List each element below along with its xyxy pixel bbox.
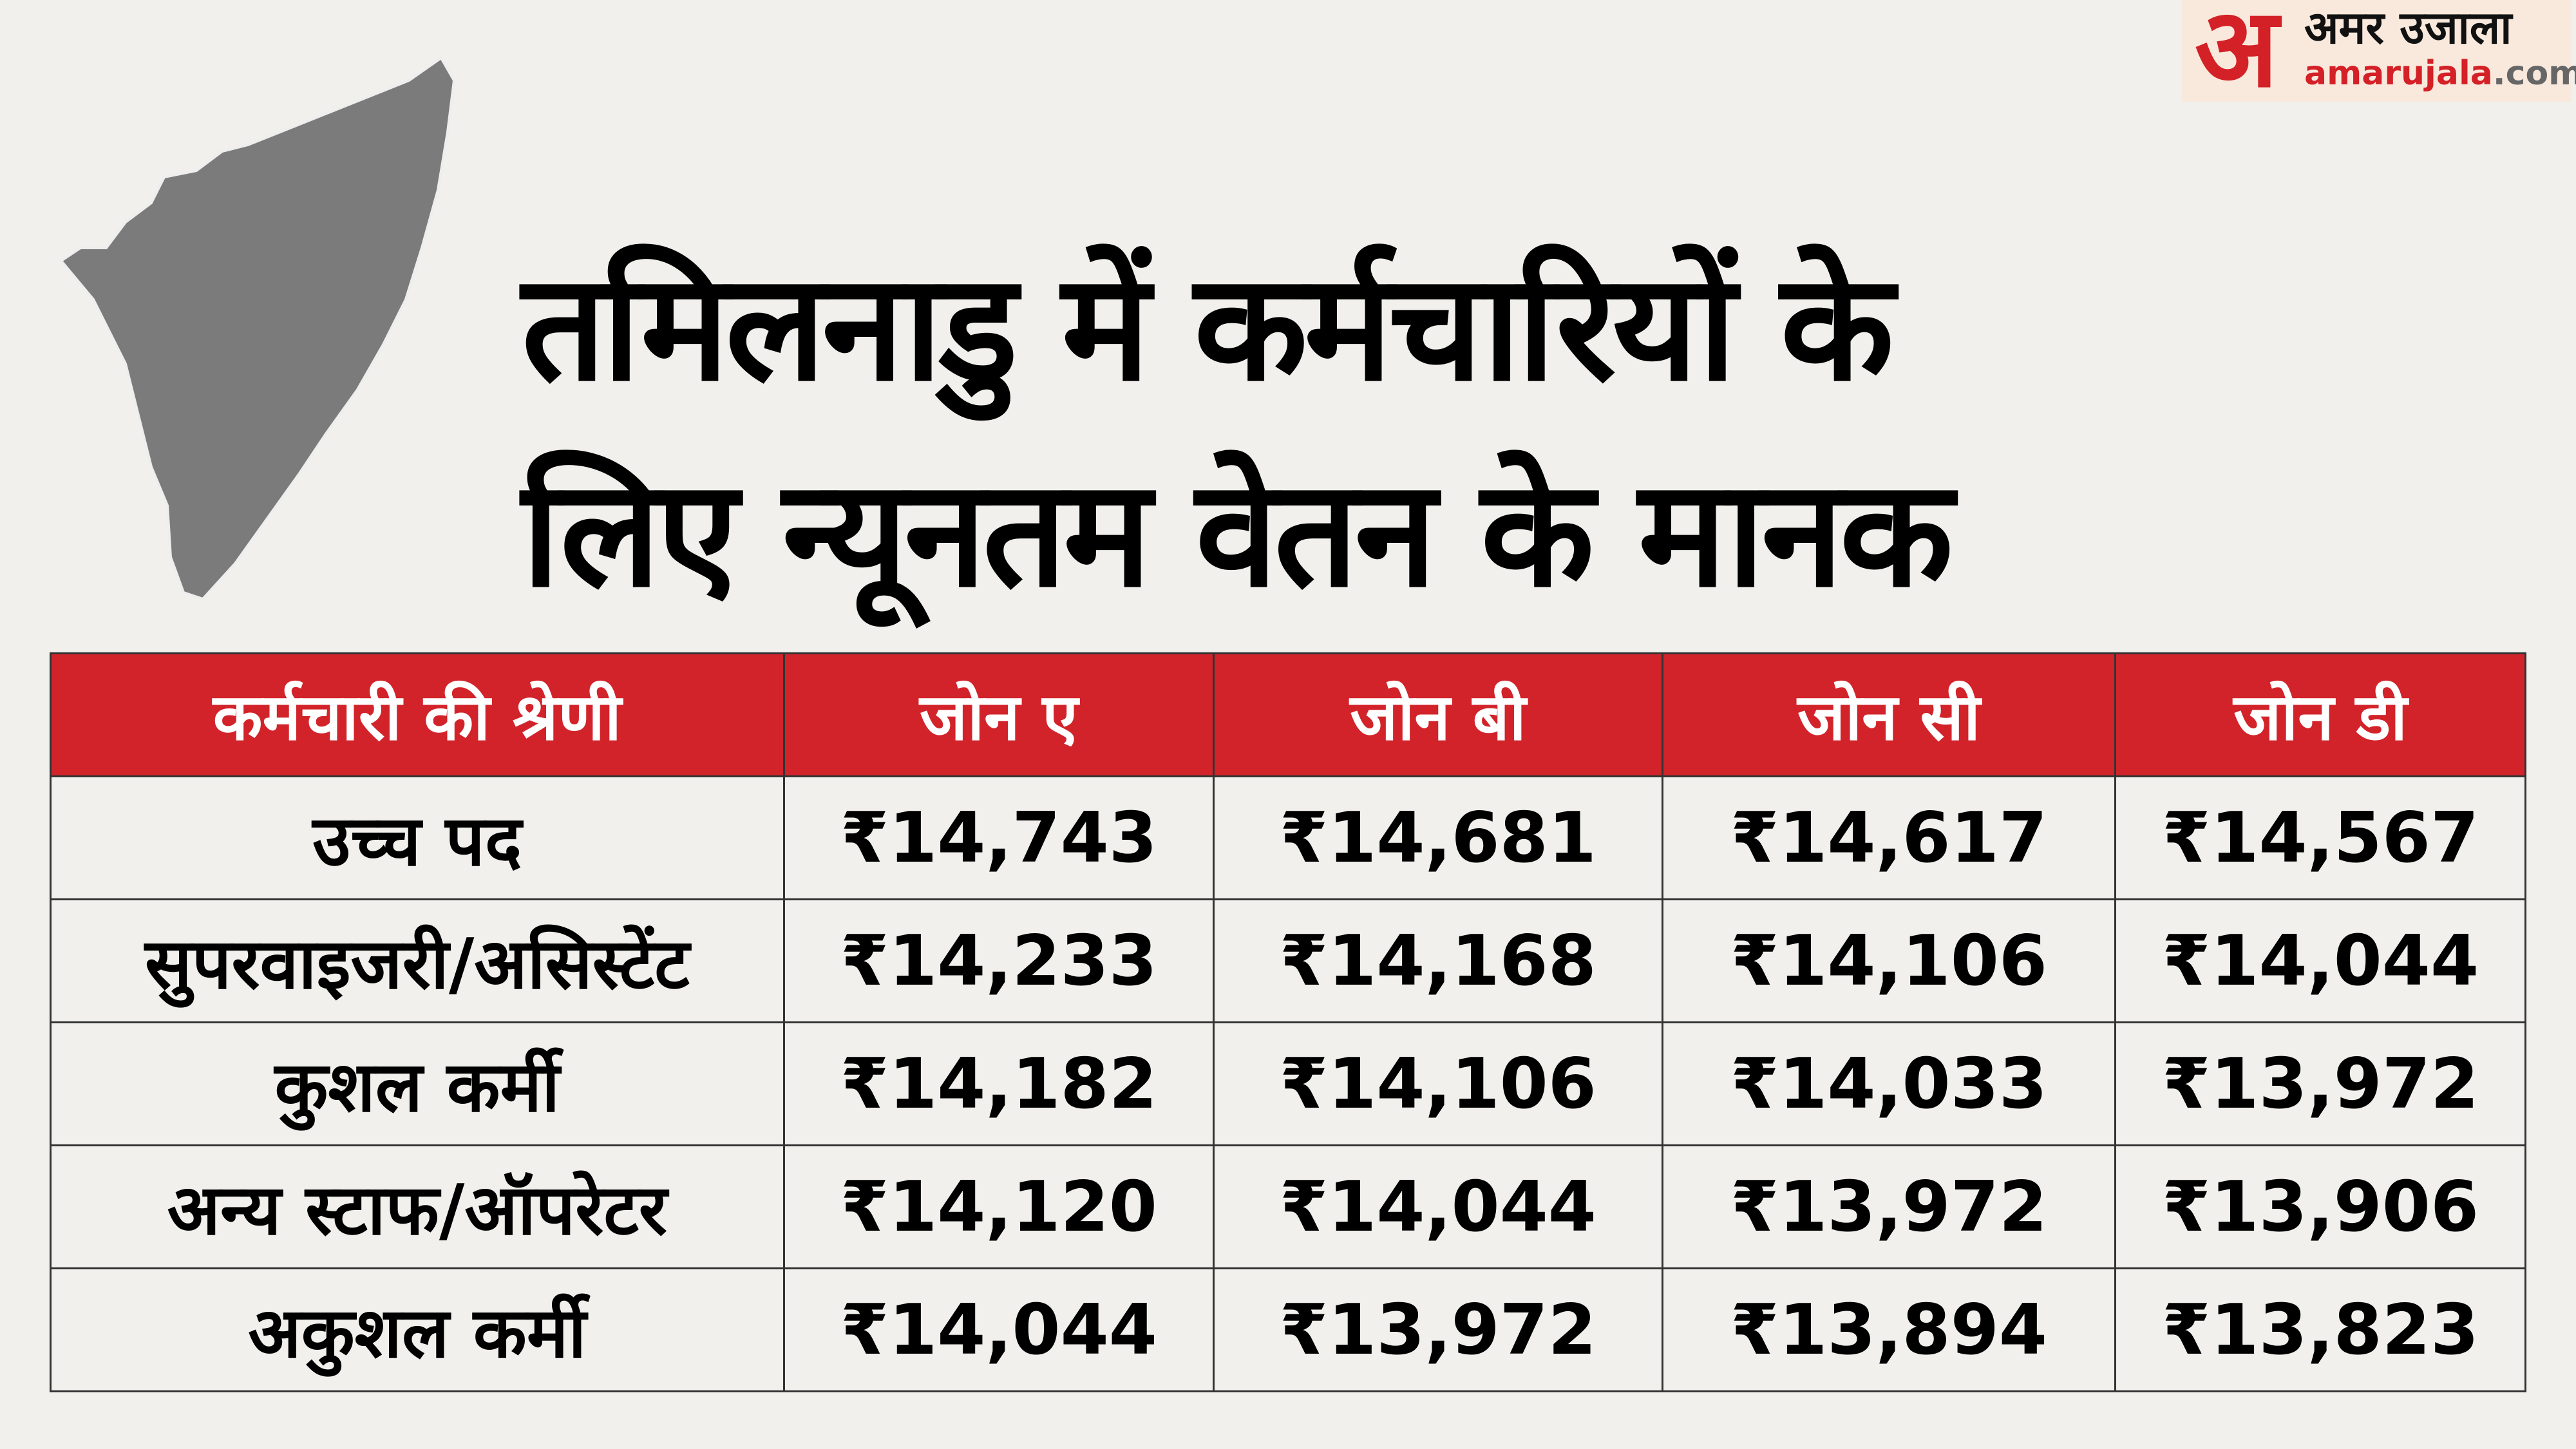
category-cell: अन्य स्टाफ/ऑपरेटर — [50, 1144, 785, 1269]
wage-cell: ₹13,972 — [1661, 1144, 2117, 1269]
page-title: तमिलनाडु में कर्मचारियों के लिए न्यूनतम … — [522, 225, 2550, 638]
category-cell: कुशल कर्मी — [50, 1021, 785, 1146]
wage-cell: ₹14,044 — [1213, 1144, 1663, 1269]
wage-cell: ₹14,106 — [1661, 898, 2117, 1023]
table-row: सुपरवाइजरी/असिस्टेंट ₹14,233 ₹14,168 ₹14,10… — [50, 898, 2526, 1023]
category-cell: सुपरवाइजरी/असिस्टेंट — [50, 898, 785, 1023]
column-header: जोन ए — [782, 652, 1215, 777]
wage-cell: ₹14,033 — [1661, 1021, 2117, 1146]
table-row: कुशल कर्मी ₹14,182 ₹14,106 ₹14,033 ₹13,972 — [50, 1021, 2526, 1146]
wage-cell: ₹14,182 — [782, 1021, 1215, 1146]
column-header: जोन सी — [1661, 652, 2117, 777]
wage-cell: ₹13,823 — [2114, 1267, 2526, 1392]
column-header: जोन बी — [1213, 652, 1663, 777]
logo-domain: amarujala.com — [2304, 57, 2576, 90]
wage-cell: ₹14,106 — [1213, 1021, 1663, 1146]
table-row: अन्य स्टाफ/ऑपरेटर ₹14,120 ₹14,044 ₹13,972 ₹1… — [50, 1144, 2526, 1269]
column-header: जोन डी — [2114, 652, 2526, 777]
wage-cell: ₹14,233 — [782, 898, 1215, 1023]
category-cell: उच्च पद — [50, 775, 785, 900]
title-line-2: लिए न्यूनतम वेतन के मानक — [522, 448, 1953, 620]
wage-cell: ₹14,567 — [2114, 775, 2526, 900]
wage-cell: ₹14,168 — [1213, 898, 1663, 1023]
wage-cell: ₹14,681 — [1213, 775, 1663, 900]
wage-cell: ₹14,120 — [782, 1144, 1215, 1269]
table-header-row: कर्मचारी की श्रेणी जोन ए जोन बी जोन सी जोन ड… — [50, 652, 2526, 777]
logo-mark: अ — [2195, 0, 2278, 112]
logo-domain-suffix: .com — [2492, 54, 2576, 93]
wage-cell: ₹14,044 — [2114, 898, 2526, 1023]
table-row: अकुशल कर्मी ₹14,044 ₹13,972 ₹13,894 ₹13,823 — [50, 1267, 2526, 1392]
wage-cell: ₹13,894 — [1661, 1267, 2117, 1392]
wage-cell: ₹14,044 — [782, 1267, 1215, 1392]
wage-cell: ₹14,743 — [782, 775, 1215, 900]
category-cell: अकुशल कर्मी — [50, 1267, 785, 1392]
wage-cell: ₹14,617 — [1661, 775, 2117, 900]
table-row: उच्च पद ₹14,743 ₹14,681 ₹14,617 ₹14,567 — [50, 775, 2526, 900]
logo-name-hindi: अमर उजाला — [2304, 1, 2512, 54]
wage-cell: ₹13,906 — [2114, 1144, 2526, 1269]
logo-name-en: amarujala — [2304, 54, 2493, 93]
wage-cell: ₹13,972 — [2114, 1021, 2526, 1146]
title-line-1: तमिलनाडु में कर्मचारियों के — [522, 242, 1894, 414]
wage-table: कर्मचारी की श्रेणी जोन ए जोन बी जोन सी जोन ड… — [50, 652, 2526, 1392]
column-header: कर्मचारी की श्रेणी — [50, 652, 785, 777]
wage-cell: ₹13,972 — [1213, 1267, 1663, 1392]
tamil-nadu-map — [59, 56, 456, 601]
amarujala-logo: अ अमर उजाला amarujala.com — [2182, 0, 2576, 112]
